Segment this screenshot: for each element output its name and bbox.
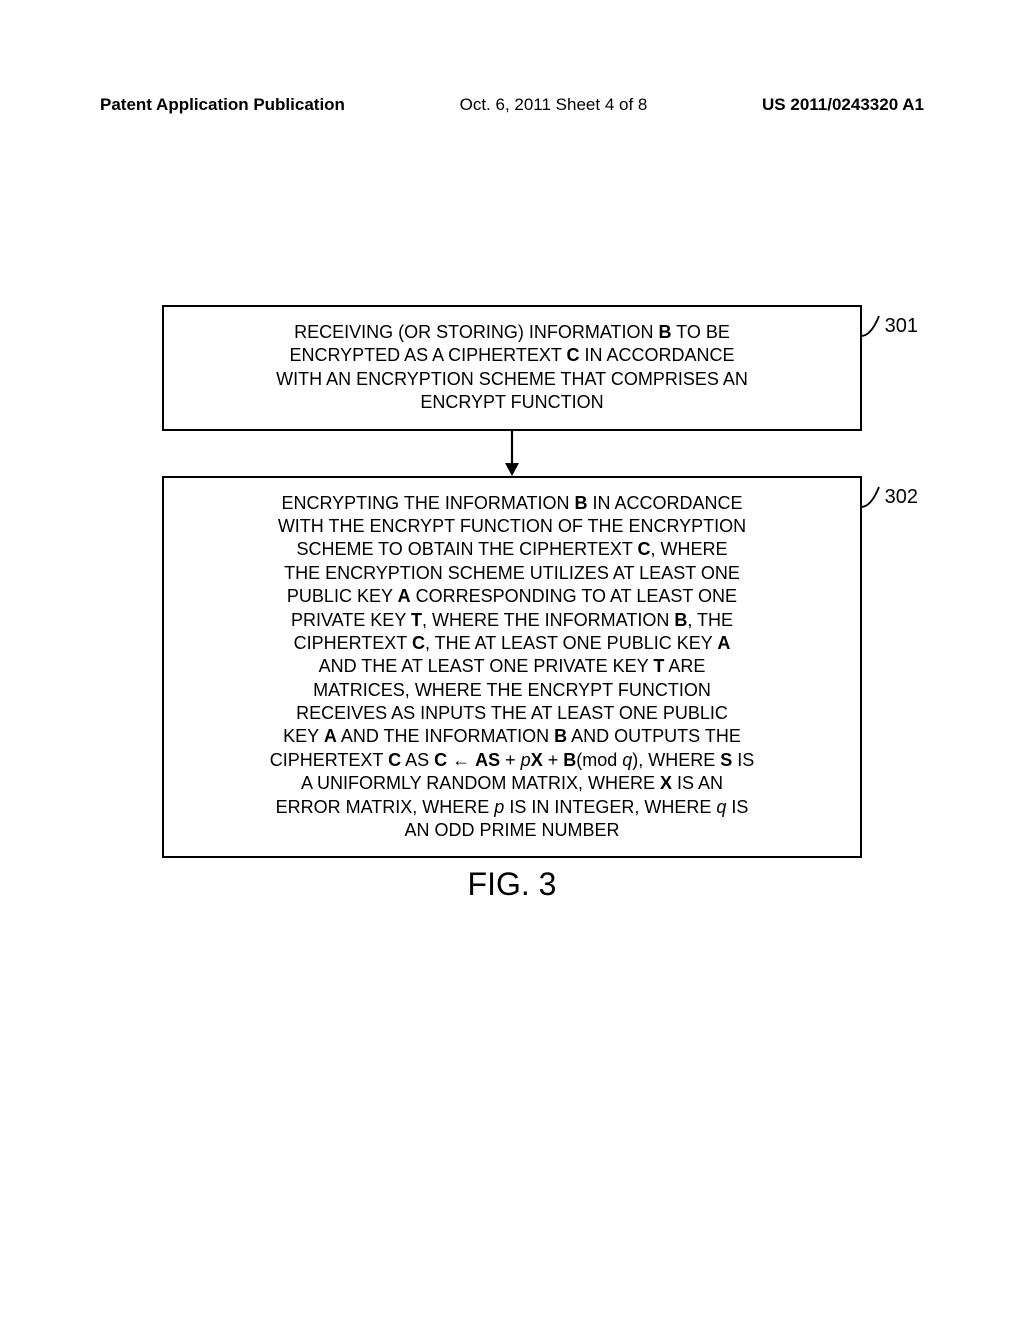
variable-B: B	[575, 493, 588, 513]
header-center: Oct. 6, 2011 Sheet 4 of 8	[460, 95, 648, 115]
box1-line2: ENCRYPTED AS A CIPHERTEXT C IN ACCORDANC…	[184, 344, 840, 367]
variable-p: p	[494, 797, 504, 817]
box2-line6: PRIVATE KEY T, WHERE THE INFORMATION B, …	[184, 609, 840, 632]
box2-line12: CIPHERTEXT C AS C ← AS + pX + B(mod q), …	[184, 749, 840, 772]
variable-q: q	[622, 750, 632, 770]
variable-C: C	[434, 750, 447, 770]
variable-X: X	[660, 773, 672, 793]
leader-curve-icon	[861, 485, 881, 509]
flowchart-box-302: 302 ENCRYPTING THE INFORMATION B IN ACCO…	[162, 476, 862, 859]
variable-X: X	[531, 750, 543, 770]
box2-line5: PUBLIC KEY A CORRESPONDING TO AT LEAST O…	[184, 585, 840, 608]
variable-S: S	[720, 750, 732, 770]
variable-q: q	[716, 797, 726, 817]
box2-line7: CIPHERTEXT C, THE AT LEAST ONE PUBLIC KE…	[184, 632, 840, 655]
box1-line4: ENCRYPT FUNCTION	[184, 391, 840, 414]
variable-p: p	[521, 750, 531, 770]
variable-C: C	[638, 539, 651, 559]
box2-line4: THE ENCRYPTION SCHEME UTILIZES AT LEAST …	[184, 562, 840, 585]
box-label-number: 302	[885, 484, 918, 510]
box-label-301: 301	[861, 313, 918, 339]
box2-line1: ENCRYPTING THE INFORMATION B IN ACCORDAN…	[184, 492, 840, 515]
flowchart-box-301: 301 RECEIVING (OR STORING) INFORMATION B…	[162, 305, 862, 431]
header-right: US 2011/0243320 A1	[762, 95, 924, 115]
box2-line15: AN ODD PRIME NUMBER	[184, 819, 840, 842]
box2-line10: RECEIVES AS INPUTS THE AT LEAST ONE PUBL…	[184, 702, 840, 725]
variable-B: B	[674, 610, 687, 630]
arrow-down-icon	[502, 431, 522, 476]
variable-C: C	[388, 750, 401, 770]
box-label-302: 302	[861, 484, 918, 510]
leader-curve-icon	[861, 314, 881, 338]
box2-line14: ERROR MATRIX, WHERE p IS IN INTEGER, WHE…	[184, 796, 840, 819]
box2-line3: SCHEME TO OBTAIN THE CIPHERTEXT C, WHERE	[184, 538, 840, 561]
box2-line13: A UNIFORMLY RANDOM MATRIX, WHERE X IS AN	[184, 772, 840, 795]
variable-B: B	[554, 726, 567, 746]
variable-A: A	[717, 633, 730, 653]
box2-line11: KEY A AND THE INFORMATION B AND OUTPUTS …	[184, 725, 840, 748]
variable-T: T	[653, 656, 664, 676]
variable-AS: AS	[475, 750, 500, 770]
box1-line3: WITH AN ENCRYPTION SCHEME THAT COMPRISES…	[184, 368, 840, 391]
variable-A: A	[324, 726, 337, 746]
variable-C: C	[567, 345, 580, 365]
box-label-number: 301	[885, 313, 918, 339]
flowchart-diagram: 301 RECEIVING (OR STORING) INFORMATION B…	[162, 305, 862, 903]
variable-T: T	[411, 610, 422, 630]
variable-B: B	[658, 322, 671, 342]
variable-A: A	[398, 586, 411, 606]
box1-line1: RECEIVING (OR STORING) INFORMATION B TO …	[184, 321, 840, 344]
box2-line9: MATRICES, WHERE THE ENCRYPT FUNCTION	[184, 679, 840, 702]
page-header: Patent Application Publication Oct. 6, 2…	[0, 95, 1024, 115]
header-left: Patent Application Publication	[100, 95, 345, 115]
box2-line2: WITH THE ENCRYPT FUNCTION OF THE ENCRYPT…	[184, 515, 840, 538]
figure-caption: FIG. 3	[162, 866, 862, 903]
box2-line8: AND THE AT LEAST ONE PRIVATE KEY T ARE	[184, 655, 840, 678]
variable-B: B	[563, 750, 576, 770]
variable-C: C	[412, 633, 425, 653]
flowchart-arrow	[162, 431, 862, 476]
